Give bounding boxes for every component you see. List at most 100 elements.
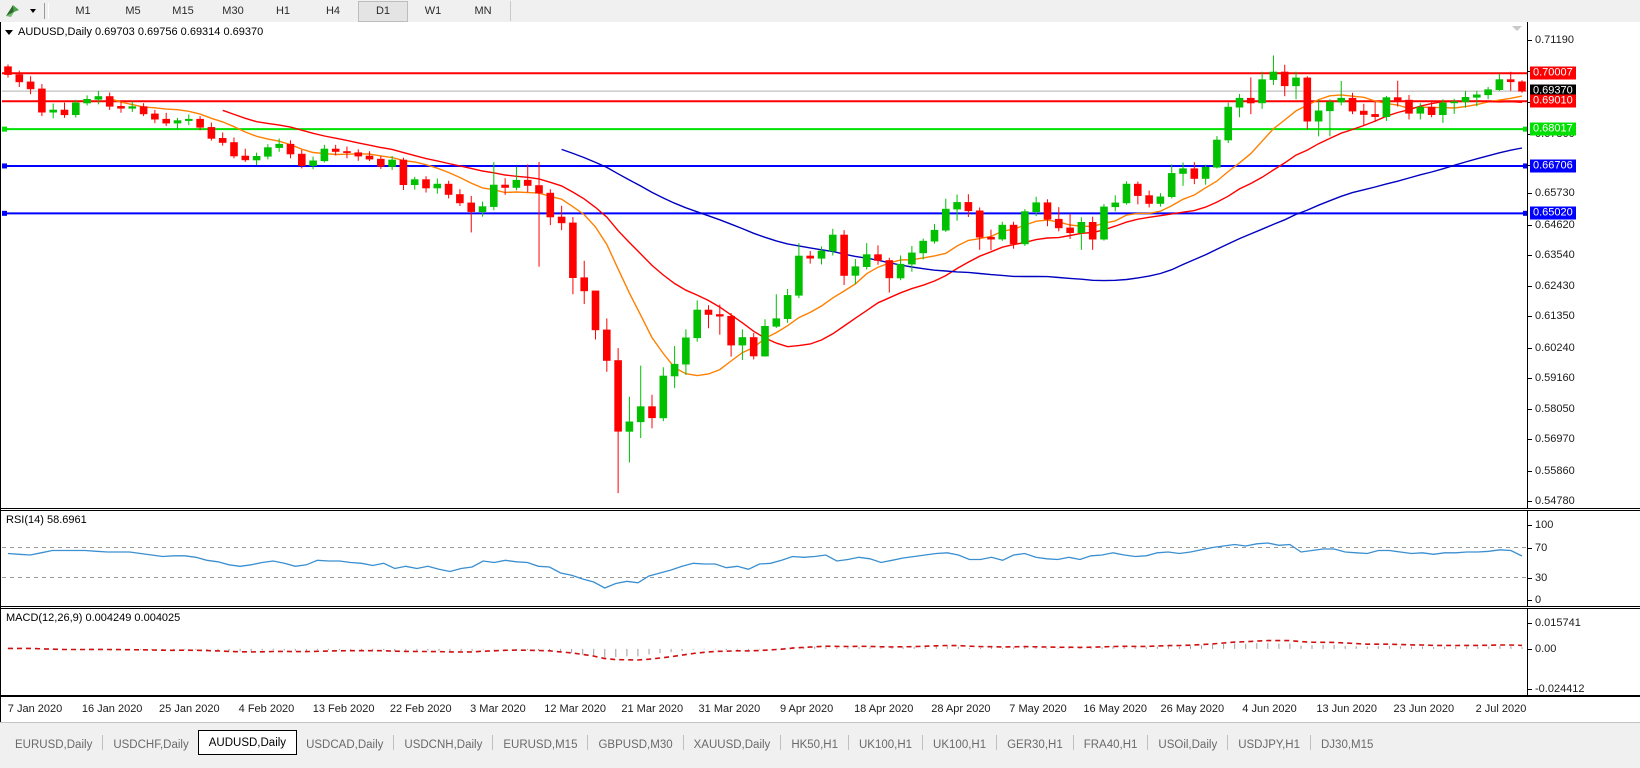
price-plot-area[interactable] bbox=[2, 22, 1527, 508]
timeframe-h1[interactable]: H1 bbox=[275, 5, 291, 17]
timeframe-group: M1 M5 M15 M30 H1 H4 D1 W1 MN bbox=[58, 0, 511, 22]
date-axis-label: 16 Jan 2020 bbox=[81, 703, 143, 715]
price-tick-label: 0.62430 bbox=[1535, 280, 1575, 293]
tab-separator bbox=[922, 735, 924, 750]
date-axis-label: 22 Feb 2020 bbox=[389, 703, 452, 715]
price-pane-header: AUDUSD,Daily 0.69703 0.69756 0.69314 0.6… bbox=[5, 26, 263, 38]
timeframe-mn[interactable]: MN bbox=[474, 5, 492, 17]
price-level-tag[interactable]: 0.70007 bbox=[1530, 66, 1576, 80]
tab-separator bbox=[1227, 735, 1229, 750]
crosshair-cursor-icon[interactable] bbox=[0, 1, 26, 21]
price-tick-label: 0.56970 bbox=[1535, 433, 1575, 446]
cursor-dropdown-icon[interactable] bbox=[26, 1, 40, 21]
rsi-tick bbox=[1528, 525, 1532, 526]
rsi-plot-area[interactable] bbox=[2, 511, 1527, 606]
date-axis-label: 31 Mar 2020 bbox=[698, 703, 761, 715]
timeframe-m30[interactable]: M30 bbox=[222, 5, 244, 17]
chart-tab-audusd-daily[interactable]: AUDUSD,Daily bbox=[197, 730, 298, 755]
date-axis-label: 23 Jun 2020 bbox=[1393, 703, 1455, 715]
timeframe-toolbar: M1 M5 M15 M30 H1 H4 D1 W1 MN bbox=[0, 0, 1640, 23]
chart-scroll-marker-icon bbox=[1512, 26, 1522, 31]
rsi-axis[interactable]: 100 70 30 0 bbox=[1527, 511, 1640, 606]
timeframe-m15[interactable]: M15 bbox=[172, 5, 194, 17]
chart-tab-usoil-daily[interactable]: USOil,Daily bbox=[1158, 738, 1218, 751]
chart-tab-gbpusd-m30[interactable]: GBPUSD,M30 bbox=[598, 738, 673, 751]
chart-tab-eurusd-daily[interactable]: EURUSD,Daily bbox=[15, 738, 93, 751]
price-tick bbox=[1528, 409, 1532, 411]
price-pane[interactable]: AUDUSD,Daily 0.69703 0.69756 0.69314 0.6… bbox=[1, 22, 1640, 509]
date-axis-label: 7 May 2020 bbox=[1009, 703, 1067, 715]
macd-header: MACD(12,26,9) 0.004249 0.004025 bbox=[6, 612, 181, 624]
timeframe-d1[interactable]: D1 bbox=[358, 0, 408, 22]
price-axis[interactable]: 0.711900.700800.689700.678600.667500.657… bbox=[1527, 22, 1640, 508]
tab-separator bbox=[847, 735, 849, 750]
price-tick bbox=[1528, 501, 1532, 502]
toolbar-grip-icon[interactable] bbox=[44, 2, 54, 20]
date-axis-label: 2 Jul 2020 bbox=[1475, 703, 1527, 715]
rsi-tick bbox=[1528, 547, 1532, 549]
chart-tab-eurusd-m15[interactable]: EURUSD,M15 bbox=[503, 738, 578, 751]
date-axis-label: 28 Apr 2020 bbox=[931, 703, 991, 715]
price-tick bbox=[1528, 40, 1532, 41]
price-tick bbox=[1528, 470, 1532, 472]
tab-separator bbox=[996, 735, 998, 750]
chart-tab-uk100-h1[interactable]: UK100,H1 bbox=[933, 738, 987, 751]
price-tick-label: 0.61350 bbox=[1535, 310, 1575, 323]
price-tick-label: 0.64620 bbox=[1535, 218, 1575, 231]
rsi-tick bbox=[1528, 577, 1532, 579]
price-tick bbox=[1528, 224, 1532, 226]
macd-tick-label: 0.00 bbox=[1535, 642, 1557, 655]
chart-canvas[interactable]: AUDUSD,Daily 0.69703 0.69756 0.69314 0.6… bbox=[0, 22, 1640, 722]
price-level-tag[interactable]: 0.66706 bbox=[1530, 159, 1576, 173]
tab-separator bbox=[682, 735, 684, 750]
date-axis-label: 18 Apr 2020 bbox=[854, 703, 914, 715]
price-tick bbox=[1528, 286, 1532, 288]
price-level-tag[interactable]: 0.65020 bbox=[1530, 206, 1576, 220]
macd-axis[interactable]: 0.015741 0.00 -0.024412 bbox=[1527, 609, 1640, 695]
date-axis-label: 21 Mar 2020 bbox=[621, 703, 684, 715]
tab-separator bbox=[587, 735, 589, 750]
date-axis-label: 13 Feb 2020 bbox=[312, 703, 375, 715]
rsi-tick-label: 100 bbox=[1535, 519, 1554, 531]
chart-tab-usdcnh-daily[interactable]: USDCNH,Daily bbox=[404, 738, 483, 751]
chart-tab-xauusd-daily[interactable]: XAUUSD,Daily bbox=[693, 738, 771, 751]
price-tick-label: 0.63540 bbox=[1535, 248, 1575, 261]
macd-tick-label: -0.024412 bbox=[1535, 683, 1585, 695]
date-axis-label: 7 Jan 2020 bbox=[7, 703, 63, 715]
price-tick bbox=[1528, 254, 1532, 256]
date-axis-label: 9 Apr 2020 bbox=[779, 703, 834, 715]
collapse-triangle-icon[interactable] bbox=[5, 29, 13, 35]
price-level-tag[interactable]: 0.68017 bbox=[1530, 122, 1576, 136]
date-axis[interactable]: 7 Jan 2020 16 Jan 2020 25 Jan 2020 4 Feb 20… bbox=[1, 696, 1640, 722]
chart-tab-hk50-h1[interactable]: HK50,H1 bbox=[791, 738, 838, 751]
timeframe-w1[interactable]: W1 bbox=[424, 5, 442, 17]
chart-tab-usdchf-daily[interactable]: USDCHF,Daily bbox=[113, 738, 189, 751]
rsi-pane[interactable]: RSI(14) 58.6961 100 70 30 0 bbox=[1, 510, 1640, 607]
date-axis-label: 12 Mar 2020 bbox=[544, 703, 606, 715]
timeframe-m5[interactable]: M5 bbox=[125, 5, 141, 17]
chart-tab-uk100-h1[interactable]: UK100,H1 bbox=[858, 738, 913, 751]
price-tick bbox=[1528, 316, 1532, 318]
chart-tab-bar: EURUSD,Daily USDCHF,Daily AUDUSD,Daily USDC… bbox=[0, 722, 1640, 768]
price-level-tag[interactable]: 0.69370 bbox=[1530, 84, 1576, 98]
chart-tab-ger30-h1[interactable]: GER30,H1 bbox=[1007, 738, 1063, 751]
tab-separator bbox=[1147, 735, 1149, 750]
macd-plot-area[interactable] bbox=[2, 609, 1527, 695]
date-axis-label: 16 May 2020 bbox=[1083, 703, 1148, 715]
price-tick bbox=[1528, 439, 1532, 441]
chart-tab-dj30-m15[interactable]: DJ30,M15 bbox=[1321, 738, 1374, 751]
chart-tab-usdjpy-h1[interactable]: USDJPY,H1 bbox=[1238, 738, 1300, 751]
rsi-tick bbox=[1528, 600, 1532, 601]
rsi-header: RSI(14) 58.6961 bbox=[6, 514, 87, 526]
rsi-tick-label: 30 bbox=[1535, 571, 1548, 584]
timeframe-m1[interactable]: M1 bbox=[75, 5, 91, 17]
date-axis-label: 3 Mar 2020 bbox=[470, 703, 526, 715]
tab-separator bbox=[393, 735, 395, 750]
chart-tab-usdcad-daily[interactable]: USDCAD,Daily bbox=[306, 738, 384, 751]
price-tick-label: 0.58050 bbox=[1535, 403, 1575, 416]
macd-pane[interactable]: MACD(12,26,9) 0.004249 0.004025 0.015741… bbox=[1, 608, 1640, 696]
price-level-tag[interactable]: 0.69010 bbox=[1530, 94, 1576, 108]
macd-tick bbox=[1528, 623, 1532, 624]
chart-tab-fra40-h1[interactable]: FRA40,H1 bbox=[1083, 738, 1138, 751]
timeframe-h4[interactable]: H4 bbox=[325, 5, 341, 17]
